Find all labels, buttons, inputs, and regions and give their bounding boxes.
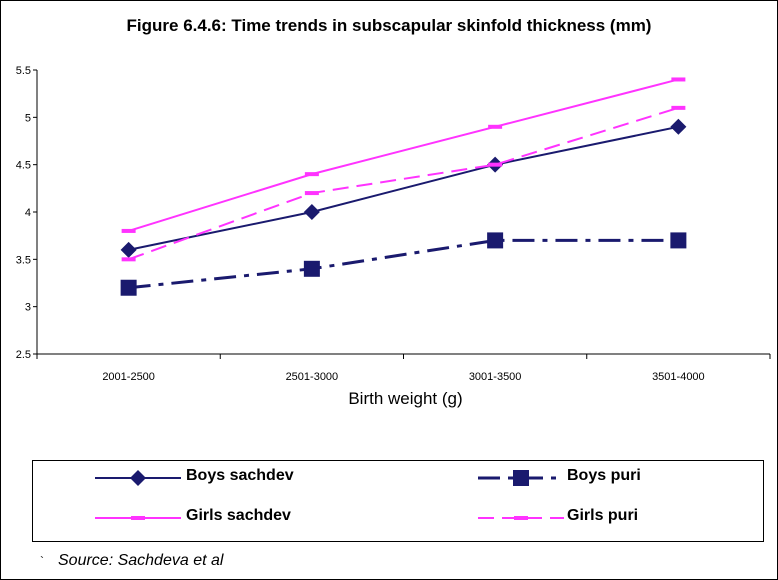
- data-point-girls-sachdev: [488, 124, 503, 129]
- series-line-girls-sachdev: [128, 78, 679, 232]
- x-tick-label: 2501-3000: [286, 371, 339, 383]
- data-point-girls-sachdev: [304, 172, 319, 177]
- data-point-girls-sachdev: [671, 77, 686, 82]
- data-point-girls-puri: [304, 191, 319, 196]
- series-line-boys-puri: [128, 238, 679, 290]
- data-point-girls-puri: [671, 105, 686, 110]
- y-tick-label: 3: [25, 302, 31, 314]
- series-line-boys-sachdev: [128, 125, 679, 251]
- x-axis-title: Birth weight (g): [348, 389, 462, 408]
- y-tick-label: 4: [25, 207, 31, 219]
- y-tick-label: 3.5: [16, 254, 31, 266]
- x-tick-label: 3501-4000: [652, 371, 705, 383]
- data-point-girls-sachdev: [121, 228, 136, 233]
- data-point-boys-sachdev: [120, 241, 137, 258]
- legend-marker-girls-sachdev: [131, 516, 145, 520]
- legend-label-boys-sachdev: Boys sachdev: [186, 467, 294, 484]
- x-tick-label: 3001-3500: [469, 371, 522, 383]
- chart-title: Figure 6.4.6: Time trends in subscapular…: [126, 16, 652, 35]
- y-tick-label: 5: [25, 112, 31, 124]
- legend-label-boys-puri: Boys puri: [567, 467, 641, 484]
- y-tick-label: 2.5: [16, 349, 31, 361]
- data-point-girls-puri: [121, 257, 136, 262]
- legend-label-girls-puri: Girls puri: [567, 507, 639, 524]
- y-tick-label: 4.5: [16, 160, 31, 172]
- stray-mark: `: [40, 554, 44, 568]
- data-point-boys-sachdev: [303, 204, 320, 220]
- data-point-boys-puri: [670, 232, 687, 249]
- legend-label-girls-sachdev: Girls sachdev: [186, 507, 291, 524]
- data-point-girls-puri: [488, 162, 503, 167]
- legend-symbols: [95, 470, 564, 520]
- data-point-boys-sachdev: [670, 118, 687, 135]
- data-point-boys-puri: [487, 232, 504, 249]
- source-note: Source: Sachdeva et al: [58, 552, 224, 569]
- legend-marker-boys-puri: [513, 470, 529, 486]
- y-tick-label: 5.5: [16, 65, 31, 77]
- data-point-boys-puri: [303, 260, 320, 277]
- x-tick-label: 2001-2500: [102, 371, 155, 383]
- data-point-boys-puri: [120, 279, 137, 296]
- legend-marker-boys-sachdev: [130, 470, 146, 486]
- line-chart: 5.5 5 4.5 4 3.5 3 2.5 2001-2500 2501-3000 3001-35…: [16, 65, 771, 408]
- legend-marker-girls-puri: [514, 516, 528, 520]
- legend: Boys sachdev Boys puri Girls sachdev Gir…: [32, 460, 764, 542]
- series-line-girls-puri: [128, 106, 679, 261]
